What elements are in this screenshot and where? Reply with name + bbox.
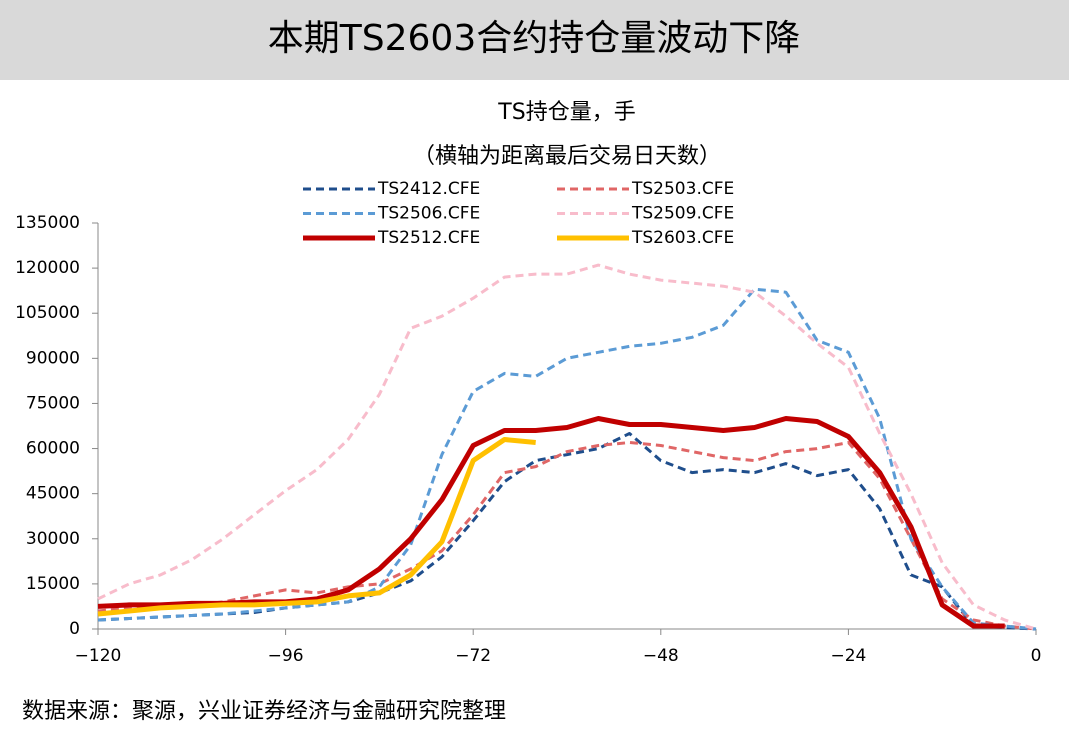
x-tick-label: 0 (1031, 646, 1042, 666)
y-tick-label: 30000 (26, 529, 80, 549)
series-line (97, 441, 1037, 631)
header-band (0, 0, 1069, 80)
x-tick-label: −72 (455, 646, 491, 666)
page-title: 本期TS2603合约持仓量波动下降 (268, 18, 800, 59)
chart-subtitle: （横轴为距离最后交易日天数） (413, 144, 721, 169)
legend-label: TS2509.CFE (631, 204, 734, 224)
x-tick-label: −48 (643, 646, 679, 666)
legend-label: TS2512.CFE (377, 228, 480, 248)
legend-label: TS2503.CFE (631, 179, 734, 199)
x-tick-label: −24 (830, 646, 866, 666)
legend-label: TS2412.CFE (377, 179, 480, 199)
series-line (97, 437, 536, 617)
y-tick-label: 15000 (26, 574, 80, 594)
y-tick-label: 105000 (15, 303, 80, 323)
legend-label: TS2603.CFE (631, 228, 734, 248)
series-line (97, 263, 1037, 631)
y-tick-label: 120000 (15, 258, 80, 278)
y-tick-label: 60000 (26, 439, 80, 459)
x-tick-label: −96 (268, 646, 304, 666)
y-tick-label: 45000 (26, 484, 80, 504)
series-line (97, 287, 1037, 631)
y-tick-label: 135000 (15, 213, 80, 233)
y-tick-label: 0 (69, 619, 80, 639)
source-note: 数据来源：聚源，兴业证券经济与金融研究院整理 (22, 699, 506, 724)
y-tick-label: 90000 (26, 348, 80, 368)
series-line (97, 416, 1005, 629)
legend-label: TS2506.CFE (377, 204, 480, 224)
x-tick-label: −120 (75, 646, 122, 666)
chart-title: TS持仓量，手 (497, 100, 635, 125)
y-tick-label: 75000 (26, 393, 80, 413)
